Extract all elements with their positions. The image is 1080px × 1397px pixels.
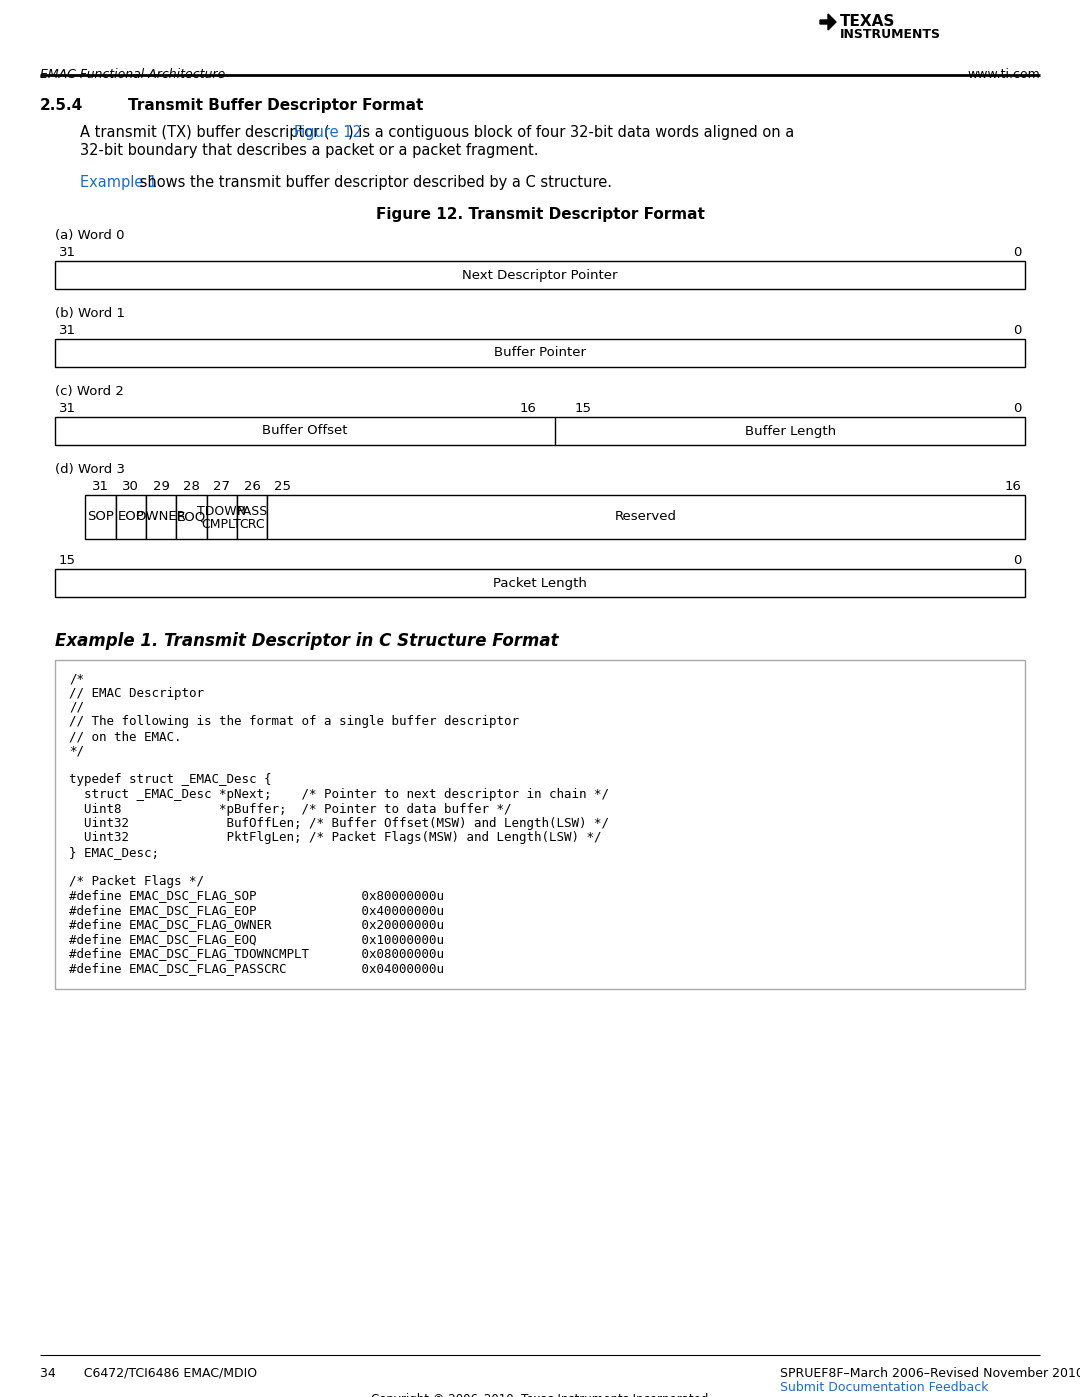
Bar — [267, 495, 1025, 539]
Text: Figure 12: Figure 12 — [294, 124, 362, 140]
Text: EOQ: EOQ — [177, 510, 206, 524]
Text: SPRUEF8F–March 2006–Revised November 2010: SPRUEF8F–March 2006–Revised November 201… — [780, 1368, 1080, 1380]
Text: 0: 0 — [1013, 324, 1021, 337]
Text: 31: 31 — [92, 481, 109, 493]
Text: 26: 26 — [244, 481, 260, 493]
Text: PASS: PASS — [237, 504, 268, 518]
Text: A transmit (TX) buffer descriptor (: A transmit (TX) buffer descriptor ( — [80, 124, 329, 140]
Text: Example 1. Transmit Descriptor in C Structure Format: Example 1. Transmit Descriptor in C Stru… — [55, 631, 558, 650]
Text: Buffer Offset: Buffer Offset — [262, 425, 348, 437]
Text: www.ti.com: www.ti.com — [968, 68, 1040, 81]
Text: ) is a contiguous block of four 32-bit data words aligned on a: ) is a contiguous block of four 32-bit d… — [349, 124, 795, 140]
Text: 27: 27 — [213, 481, 230, 493]
Text: 31: 31 — [59, 402, 76, 415]
Text: Buffer Pointer: Buffer Pointer — [494, 346, 586, 359]
Text: #define EMAC_DSC_FLAG_EOQ              0x10000000u: #define EMAC_DSC_FLAG_EOQ 0x10000000u — [69, 933, 444, 946]
Bar — [55, 261, 1025, 289]
Text: /* Packet Flags */: /* Packet Flags */ — [69, 875, 204, 888]
Text: #define EMAC_DSC_FLAG_PASSCRC          0x04000000u: #define EMAC_DSC_FLAG_PASSCRC 0x04000000… — [69, 963, 444, 975]
Bar — [55, 416, 1025, 446]
Text: 0: 0 — [1013, 402, 1021, 415]
Text: Buffer Length: Buffer Length — [744, 425, 836, 437]
Text: // The following is the format of a single buffer descriptor: // The following is the format of a sing… — [69, 715, 519, 728]
Text: SOP: SOP — [87, 510, 113, 524]
Bar — [206, 495, 237, 539]
Text: 29: 29 — [152, 481, 170, 493]
Text: (a) Word 0: (a) Word 0 — [55, 229, 124, 242]
Bar — [237, 495, 267, 539]
Text: TEXAS: TEXAS — [840, 14, 895, 29]
Text: 30: 30 — [122, 481, 139, 493]
Text: Transmit Buffer Descriptor Format: Transmit Buffer Descriptor Format — [129, 98, 423, 113]
Text: 0: 0 — [1013, 555, 1021, 567]
Text: Next Descriptor Pointer: Next Descriptor Pointer — [462, 268, 618, 282]
Text: Uint8             *pBuffer;  /* Pointer to data buffer */: Uint8 *pBuffer; /* Pointer to data buffe… — [69, 802, 512, 816]
Bar — [146, 495, 176, 539]
Bar — [55, 659, 1025, 989]
Bar — [176, 495, 206, 539]
Text: 15: 15 — [59, 555, 76, 567]
Text: 25: 25 — [274, 481, 291, 493]
Text: TDOWN: TDOWN — [198, 504, 246, 518]
Text: (d) Word 3: (d) Word 3 — [55, 462, 125, 476]
Text: //: // — [69, 701, 84, 714]
Text: 34       C6472/TCI6486 EMAC/MDIO: 34 C6472/TCI6486 EMAC/MDIO — [40, 1368, 257, 1380]
Text: EOP: EOP — [118, 510, 144, 524]
Bar — [85, 495, 116, 539]
Text: struct _EMAC_Desc *pNext;    /* Pointer to next descriptor in chain */: struct _EMAC_Desc *pNext; /* Pointer to … — [69, 788, 609, 800]
Text: #define EMAC_DSC_FLAG_EOP              0x40000000u: #define EMAC_DSC_FLAG_EOP 0x40000000u — [69, 904, 444, 916]
Bar — [116, 495, 146, 539]
Text: EMAC Functional Architecture: EMAC Functional Architecture — [40, 68, 226, 81]
Text: Copyright © 2006–2010, Texas Instruments Incorporated: Copyright © 2006–2010, Texas Instruments… — [372, 1393, 708, 1397]
Text: // EMAC Descriptor: // EMAC Descriptor — [69, 686, 204, 700]
Text: CRC: CRC — [239, 518, 265, 531]
Text: #define EMAC_DSC_FLAG_OWNER            0x20000000u: #define EMAC_DSC_FLAG_OWNER 0x20000000u — [69, 918, 444, 932]
Bar — [55, 339, 1025, 367]
Text: CMPLT: CMPLT — [202, 518, 242, 531]
Text: Packet Length: Packet Length — [494, 577, 586, 590]
Text: shows the transmit buffer descriptor described by a C structure.: shows the transmit buffer descriptor des… — [135, 175, 612, 190]
Text: 31: 31 — [59, 246, 76, 258]
Text: 16: 16 — [519, 402, 536, 415]
Text: 0: 0 — [1013, 246, 1021, 258]
Text: 31: 31 — [59, 324, 76, 337]
Text: Uint32             BufOffLen; /* Buffer Offset(MSW) and Length(LSW) */: Uint32 BufOffLen; /* Buffer Offset(MSW) … — [69, 817, 609, 830]
Text: Submit Documentation Feedback: Submit Documentation Feedback — [780, 1382, 988, 1394]
Text: 32-bit boundary that describes a packet or a packet fragment.: 32-bit boundary that describes a packet … — [80, 142, 539, 158]
Text: 28: 28 — [183, 481, 200, 493]
Text: Uint32             PktFlgLen; /* Packet Flags(MSW) and Length(LSW) */: Uint32 PktFlgLen; /* Packet Flags(MSW) a… — [69, 831, 602, 845]
Bar — [55, 569, 1025, 597]
Text: OWNER: OWNER — [136, 510, 187, 524]
Text: #define EMAC_DSC_FLAG_SOP              0x80000000u: #define EMAC_DSC_FLAG_SOP 0x80000000u — [69, 890, 444, 902]
Text: Figure 12. Transmit Descriptor Format: Figure 12. Transmit Descriptor Format — [376, 207, 704, 222]
Text: 16: 16 — [1004, 481, 1021, 493]
Text: Reserved: Reserved — [616, 510, 677, 524]
Text: */: */ — [69, 745, 84, 757]
Text: (b) Word 1: (b) Word 1 — [55, 307, 125, 320]
Text: // on the EMAC.: // on the EMAC. — [69, 731, 181, 743]
Text: #define EMAC_DSC_FLAG_TDOWNCMPLT       0x08000000u: #define EMAC_DSC_FLAG_TDOWNCMPLT 0x08000… — [69, 947, 444, 961]
Text: 2.5.4: 2.5.4 — [40, 98, 83, 113]
Polygon shape — [820, 14, 836, 29]
Text: 15: 15 — [575, 402, 592, 415]
Text: } EMAC_Desc;: } EMAC_Desc; — [69, 847, 159, 859]
Text: (c) Word 2: (c) Word 2 — [55, 386, 124, 398]
Text: typedef struct _EMAC_Desc {: typedef struct _EMAC_Desc { — [69, 774, 271, 787]
Text: INSTRUMENTS: INSTRUMENTS — [840, 28, 941, 41]
Text: /*: /* — [69, 672, 84, 685]
Text: Example 1: Example 1 — [80, 175, 158, 190]
